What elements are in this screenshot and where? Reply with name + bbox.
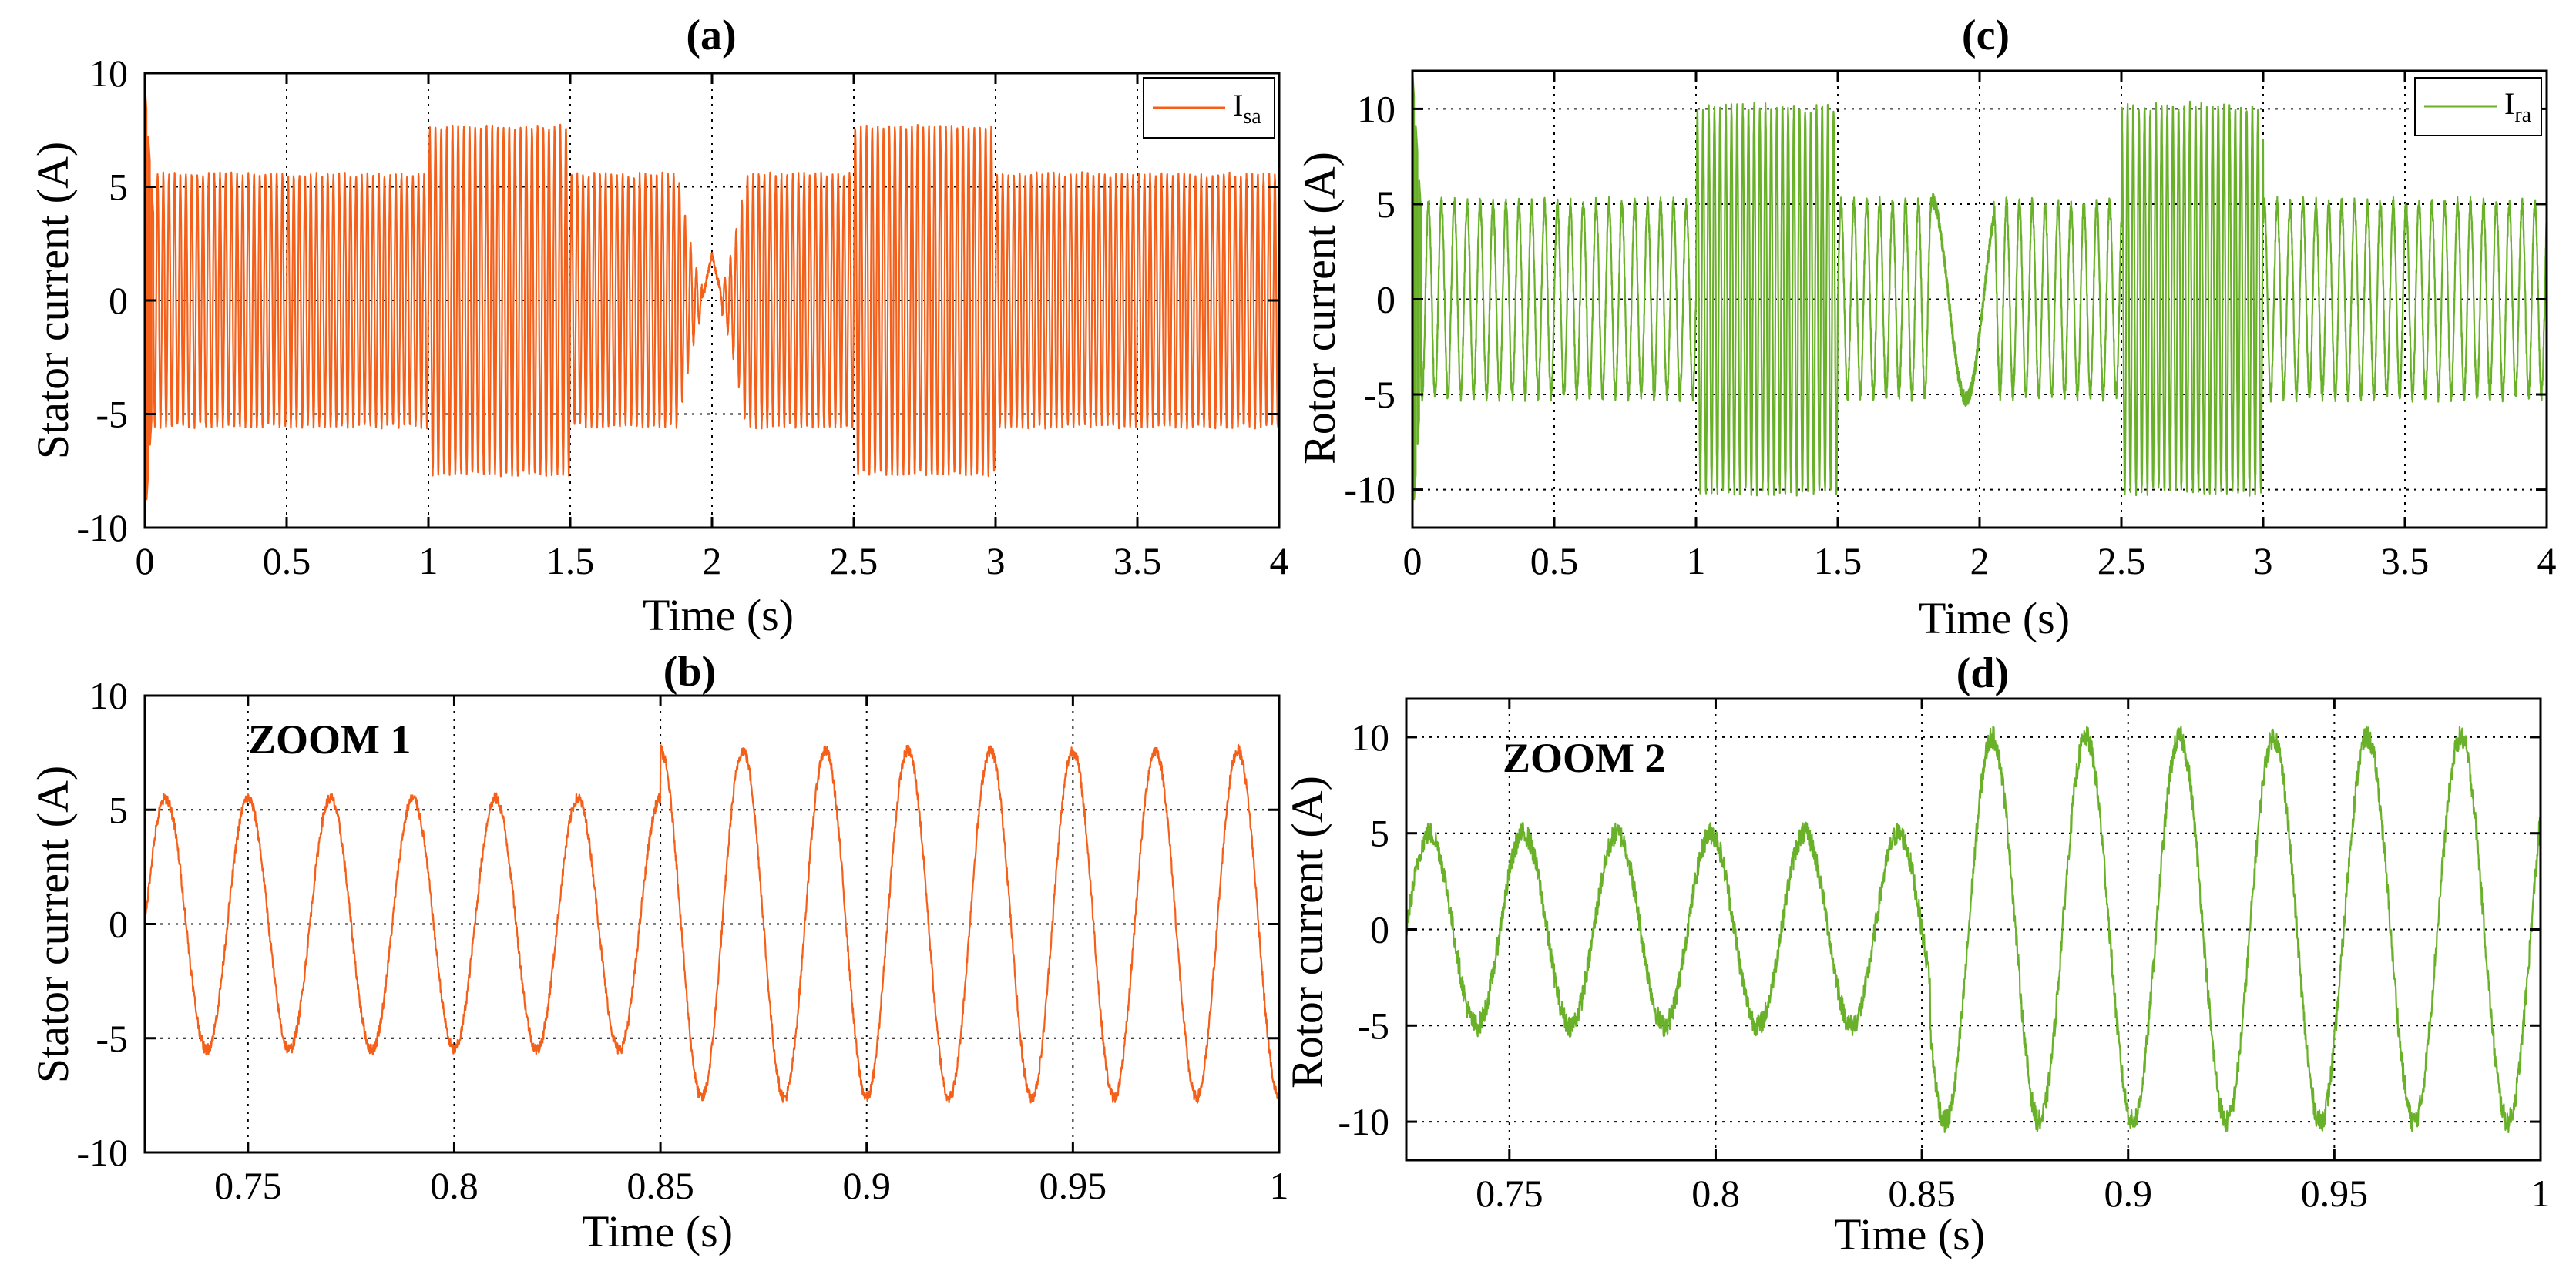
y-tick-label: -10 xyxy=(76,506,128,549)
x-tick-label: 3.5 xyxy=(2381,539,2430,582)
panel-a-gridlines xyxy=(145,73,1279,528)
panel-a-title: (a) xyxy=(686,12,736,59)
y-tick-label: -5 xyxy=(96,1017,128,1060)
x-tick-label: 0.75 xyxy=(1476,1172,1543,1215)
panel-c-ticks: 0 0.5 1 1.5 2 2.5 3 3.5 4 -10 -5 0 5 10 xyxy=(1344,71,2557,582)
series-trace xyxy=(1405,725,2542,1134)
x-tick-label: 4 xyxy=(1270,539,1289,582)
panel-a-ticks: 0 0.5 1 1.5 2 2.5 3 3.5 4 -10 -5 0 5 10 xyxy=(76,52,1288,582)
x-tick-label: 0.85 xyxy=(1888,1172,1956,1215)
y-tick-label: -10 xyxy=(76,1131,128,1174)
y-tick-label: -5 xyxy=(1357,1004,1389,1047)
y-tick-label: 0 xyxy=(1370,908,1389,951)
x-tick-label: 0.95 xyxy=(2301,1172,2369,1215)
panel-c-title: (c) xyxy=(1962,12,2010,59)
x-tick-label: 0.8 xyxy=(430,1164,479,1207)
panel-a-series xyxy=(143,84,1281,501)
x-tick-label: 3.5 xyxy=(1113,539,1162,582)
x-tick-label: 0.95 xyxy=(1039,1164,1107,1207)
y-tick-label: 10 xyxy=(89,52,128,95)
x-tick-label: 0 xyxy=(1403,539,1422,582)
x-tick-label: 1 xyxy=(1270,1164,1289,1207)
y-tick-label: 5 xyxy=(1376,183,1395,226)
panel-b-zoom-label: ZOOM 1 xyxy=(248,716,411,763)
panel-c-legend-label: I xyxy=(2504,86,2514,121)
y-tick-label: -10 xyxy=(1338,1100,1389,1143)
panel-a-ylabel: Stator current (A) xyxy=(28,142,78,459)
x-tick-label: 0.8 xyxy=(1691,1172,1740,1215)
panel-d-ylabel: Rotor current (A) xyxy=(1282,776,1332,1088)
x-tick-label: 3 xyxy=(2254,539,2273,582)
x-tick-label: 0.9 xyxy=(842,1164,891,1207)
panel-d-title: (d) xyxy=(1956,649,2009,697)
x-tick-label: 1 xyxy=(1687,539,1706,582)
y-tick-label: 0 xyxy=(109,903,128,946)
x-tick-label: 1.5 xyxy=(546,539,595,582)
x-tick-label: 0.5 xyxy=(263,539,311,582)
y-tick-label: 5 xyxy=(109,788,128,831)
svg-text:Isa: Isa xyxy=(1233,88,1261,129)
x-tick-label: 1 xyxy=(419,539,438,582)
x-tick-label: 0.75 xyxy=(214,1164,282,1207)
x-tick-label: 2 xyxy=(1970,539,1990,582)
x-tick-label: 1 xyxy=(2531,1172,2551,1215)
x-tick-label: 0.5 xyxy=(1530,539,1579,582)
y-tick-label: 5 xyxy=(109,166,128,209)
panel-d-series xyxy=(1405,725,2542,1134)
panel-b-xlabel: Time (s) xyxy=(582,1206,733,1256)
y-tick-label: -10 xyxy=(1344,468,1395,512)
x-tick-label: 0.85 xyxy=(626,1164,694,1207)
y-tick-label: 5 xyxy=(1370,812,1389,855)
y-tick-label: -5 xyxy=(96,393,128,436)
panel-d-xlabel: Time (s) xyxy=(1834,1209,1985,1259)
x-tick-label: 2.5 xyxy=(2097,539,2146,582)
panel-a-legend: Isa xyxy=(1143,77,1275,139)
panel-b-ylabel: Stator current (A) xyxy=(28,766,78,1083)
panel-c-xlabel: Time (s) xyxy=(1919,593,2070,643)
x-tick-label: 2.5 xyxy=(830,539,878,582)
series-trace xyxy=(1411,70,2548,501)
x-tick-label: 0.9 xyxy=(2104,1172,2152,1215)
y-tick-label: 0 xyxy=(109,279,128,322)
panel-b-title: (b) xyxy=(663,648,716,696)
panel-b-ticks: 0.75 0.8 0.85 0.9 0.95 1 -10 -5 0 5 10 xyxy=(76,674,1288,1207)
panel-c-rotor-current: (c) 0 0.5 1 1.5 2 2.5 3 3.5 4 -10 -5 0 5 10 Ira Time … xyxy=(1295,12,2557,643)
x-tick-label: 3 xyxy=(986,539,1006,582)
panel-c-legend: Ira xyxy=(2414,77,2542,136)
y-tick-label: 10 xyxy=(1357,87,1395,130)
x-tick-label: 0 xyxy=(136,539,155,582)
x-tick-label: 1.5 xyxy=(1814,539,1862,582)
panel-d-zoom-label: ZOOM 2 xyxy=(1503,735,1666,781)
panel-c-legend-subscript: ra xyxy=(2514,103,2531,127)
y-tick-label: 0 xyxy=(1376,278,1395,321)
panel-b-series xyxy=(143,743,1280,1104)
panel-a-legend-subscript: sa xyxy=(1243,105,1261,129)
panel-c-series xyxy=(1411,70,2548,501)
series-trace xyxy=(143,743,1280,1104)
panel-a-legend-label: I xyxy=(1233,88,1243,122)
y-tick-label: 10 xyxy=(1351,716,1389,759)
x-tick-label: 2 xyxy=(703,539,722,582)
y-tick-label: 10 xyxy=(89,674,128,717)
y-tick-label: -5 xyxy=(1363,373,1395,416)
panel-a-xlabel: Time (s) xyxy=(643,590,794,640)
svg-text:Ira: Ira xyxy=(2504,86,2532,127)
series-trace xyxy=(143,84,1281,501)
panel-c-ylabel: Rotor current (A) xyxy=(1295,152,1345,465)
panel-d-ticks: 0.75 0.8 0.85 0.9 0.95 1 -10 -5 0 5 10 xyxy=(1338,699,2551,1215)
panel-a-stator-current: (a) 0 0.5 1 1.5 2 2.5 3 3.5 4 -10 -5 0 5 10 Isa Time … xyxy=(28,12,1289,640)
x-tick-label: 4 xyxy=(2537,539,2557,582)
